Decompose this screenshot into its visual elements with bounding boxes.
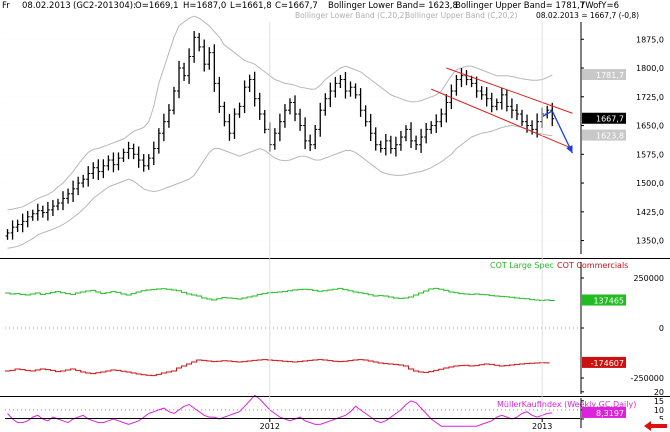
bb-upper-subtitle: Bollinger Upper Band (C,20,2) <box>405 11 518 20</box>
y-tick-label: 1875,0 <box>636 35 664 44</box>
value-badge-label: 1667,7 <box>596 115 624 124</box>
y-tick-label: 1425,0 <box>636 208 664 217</box>
y-tick-label: 15 <box>654 397 664 406</box>
cot-gridlines <box>5 277 580 379</box>
bollinger-lower-line <box>7 124 553 249</box>
mueller-series <box>7 394 553 427</box>
value-badge-label: 8,3197 <box>596 409 624 418</box>
value-badge-label: 1623,8 <box>596 132 624 141</box>
header-high: H=1687,0 <box>183 1 226 11</box>
y-tick-label: 5 <box>659 415 664 424</box>
time-axis: 2012 2013 <box>5 22 580 431</box>
y-tick-label: 1350,0 <box>636 237 664 246</box>
chart-header: Fr 08.02.2013 (GC2-201304): O=1669,1 H=1… <box>2 1 619 11</box>
mueller-index-line <box>7 394 553 427</box>
value-badge-label: 137465 <box>593 297 624 306</box>
value-badge <box>582 406 626 418</box>
cot-panel: COT Large Spec COT Commercials 250000 0 -2… <box>5 261 664 394</box>
cot-large-spec-legend: COT Large Spec <box>490 261 554 270</box>
cot-series <box>5 287 555 377</box>
header-open: O=1669,1 <box>135 1 179 11</box>
cot-axis: 250000 0 -250000 137465 -174607 <box>580 262 664 394</box>
cot-commercials-line <box>5 359 550 377</box>
header-bb-upper: Bollinger Upper Band= 1781,7 <box>455 1 585 11</box>
header-symbol: (GC2-201304): <box>73 1 136 11</box>
ohlc-bars <box>5 31 555 240</box>
mueller-legend: MüllerKaufIndex (Weekly,GC,Daily) <box>497 400 636 409</box>
header-prefix: Fr <box>2 1 10 11</box>
y-tick-label: -250000 <box>631 374 664 383</box>
header-bb-lower: Bollinger Lower Band= 1623,8 <box>328 1 458 11</box>
value-badge <box>582 112 626 124</box>
header-low: L=1661,8 <box>230 1 272 11</box>
y-tick-label: 1650,0 <box>636 122 664 131</box>
time-tick-label: 2012 <box>260 422 280 431</box>
value-badge-label: -174607 <box>591 359 624 368</box>
price-axis: 1875,0 1800,0 1725,0 1650,0 1575,0 1500,0 1425… <box>580 22 664 254</box>
projection-arrow-head <box>566 145 573 154</box>
y-tick-label: 20 <box>654 388 664 397</box>
y-tick-label: 250000 <box>633 274 664 283</box>
last-value-readout: 08.02.2013 = 1667,7 (-0,8) <box>536 11 639 20</box>
value-badge <box>582 294 626 306</box>
mueller-panel: MüllerKaufIndex (Weekly,GC,Daily) 201510… <box>5 388 664 428</box>
price-gridlines <box>5 39 580 241</box>
price-panel: Bollinger Lower Band (C,20,2) Bollinger … <box>5 11 664 254</box>
cot-commercials-legend: COT Commercials <box>557 261 628 270</box>
arrow-left-icon <box>644 421 667 431</box>
bb-lower-subtitle: Bollinger Lower Band (C,20,2) <box>295 11 407 20</box>
header-date: 08.02.2013 <box>22 1 71 11</box>
header-close: C=1667,7 <box>275 1 318 11</box>
y-tick-label: 1575,0 <box>636 150 664 159</box>
trend-channel <box>431 67 574 154</box>
value-badge <box>582 129 626 141</box>
channel-upper-line <box>446 67 573 114</box>
time-tick-label: 2013 <box>532 422 552 431</box>
scroll-left-button[interactable] <box>640 420 670 432</box>
channel-lower-line <box>431 88 573 150</box>
projection-line <box>541 110 553 118</box>
projection-arrow-line <box>551 110 574 154</box>
y-tick-label: 1725,0 <box>636 93 664 102</box>
value-badge <box>582 356 626 368</box>
bollinger-bands <box>7 15 553 249</box>
y-tick-label: 1800,0 <box>636 64 664 73</box>
y-tick-label: 1500,0 <box>636 179 664 188</box>
bollinger-upper-line <box>7 15 553 211</box>
y-tick-label: 10 <box>654 406 664 415</box>
value-badge-label: 1781,7 <box>596 71 624 80</box>
value-badge <box>582 69 626 81</box>
header-twof: TWofY=6 <box>579 1 619 11</box>
cot-large-spec-line <box>5 287 555 301</box>
y-tick-label: 0 <box>659 324 664 333</box>
